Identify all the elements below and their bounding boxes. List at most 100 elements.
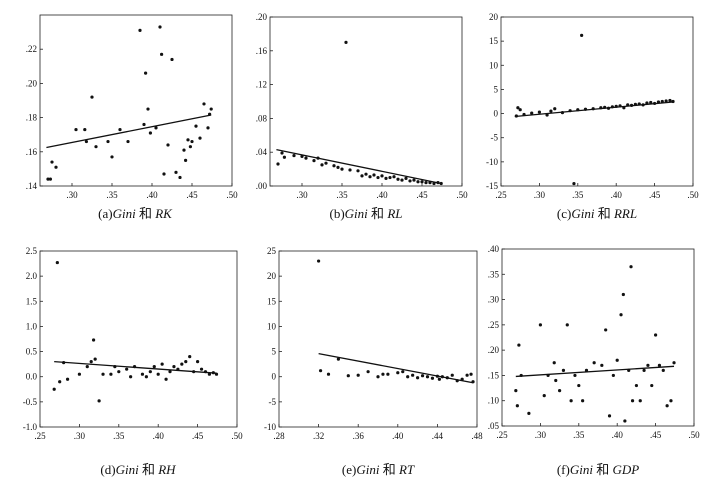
- data-point: [592, 361, 596, 365]
- panel-caption: (b)Gini 和 RL: [330, 206, 403, 221]
- data-point: [312, 159, 316, 163]
- data-point: [614, 104, 618, 108]
- plot-frame: [39, 14, 233, 187]
- x-tick-label: .35: [113, 431, 125, 441]
- fit-line: [515, 365, 675, 378]
- y-tick-label: .04: [256, 147, 268, 157]
- fit-line: [46, 114, 212, 149]
- y-tick-label: .40: [488, 244, 500, 254]
- chart-panel-e: .28 .32 .36 .40 .44 .48 -10 -5 0 5 10 15 20 25 (e)Gini…: [264, 246, 483, 477]
- y-tick-label: 0: [494, 109, 499, 119]
- data-point: [208, 112, 212, 116]
- data-point: [416, 376, 420, 380]
- y-tick-label: 25: [267, 246, 277, 256]
- data-point: [366, 370, 370, 374]
- y-tick-label: .18: [26, 113, 38, 123]
- fit-line: [318, 352, 474, 384]
- data-point: [569, 399, 573, 403]
- data-point: [154, 126, 158, 130]
- y-tick-label: .00: [256, 181, 268, 191]
- data-point: [52, 387, 56, 391]
- data-point: [583, 107, 588, 111]
- plot-frame: [269, 16, 463, 187]
- data-point: [214, 372, 219, 376]
- x-tick-label: .45: [649, 190, 661, 200]
- x-tick-label: .48: [471, 431, 483, 441]
- data-point: [164, 377, 168, 381]
- chart-panel-f: .25 .30 .35 .40 .45 .50 .05 .10 .15 .20 .25 .30 .35.…: [488, 244, 700, 477]
- data-point: [518, 108, 522, 112]
- data-point: [641, 103, 645, 107]
- data-point: [656, 100, 661, 104]
- y-tick-label: .15: [488, 370, 500, 380]
- data-point: [65, 377, 70, 381]
- data-point: [549, 109, 553, 113]
- data-point: [74, 127, 78, 132]
- data-point: [368, 175, 372, 179]
- data-point: [113, 365, 117, 369]
- y-tick-label: 1.0: [26, 321, 38, 331]
- y-tick-label: -10: [486, 157, 498, 167]
- data-point: [653, 101, 657, 106]
- data-point: [160, 52, 164, 56]
- data-point: [623, 419, 627, 423]
- data-point: [606, 106, 611, 110]
- data-point: [207, 372, 212, 376]
- x-tick-label: .36: [353, 431, 365, 441]
- data-point: [292, 153, 296, 158]
- data-point: [144, 71, 148, 75]
- data-point: [380, 174, 384, 178]
- data-point: [591, 107, 595, 111]
- data-point: [48, 177, 53, 181]
- data-point: [629, 103, 634, 107]
- data-point: [54, 165, 58, 169]
- x-tick-label: .30: [74, 431, 86, 441]
- y-tick-label: .22: [26, 44, 37, 54]
- data-point: [553, 107, 557, 111]
- y-tick-label: 5: [272, 347, 277, 357]
- data-point: [430, 376, 435, 380]
- data-point: [401, 370, 405, 374]
- x-tick-label: .35: [572, 190, 584, 200]
- data-point: [439, 181, 443, 186]
- x-tick-label: .35: [573, 430, 585, 440]
- data-point: [400, 178, 404, 182]
- data-point: [437, 377, 441, 381]
- data-point: [148, 370, 152, 374]
- data-point: [435, 374, 439, 378]
- data-point: [146, 107, 150, 111]
- y-tick-label: .16: [256, 46, 268, 56]
- data-point: [196, 360, 200, 364]
- panel-caption: (c)Gini 和 RRL: [557, 206, 637, 221]
- data-point: [469, 372, 473, 376]
- data-point: [304, 156, 308, 160]
- data-point: [603, 105, 607, 109]
- data-point: [554, 378, 558, 383]
- data-point: [326, 372, 331, 376]
- data-point: [93, 357, 97, 361]
- data-point: [396, 177, 400, 181]
- x-tick-label: .40: [392, 431, 404, 441]
- data-point: [320, 163, 324, 167]
- data-point: [376, 375, 380, 379]
- data-point: [174, 170, 178, 174]
- data-point: [615, 358, 619, 362]
- data-point: [572, 181, 576, 186]
- data-point: [420, 180, 424, 184]
- data-point: [604, 328, 608, 332]
- data-point: [84, 139, 88, 144]
- data-point: [552, 361, 556, 365]
- data-point: [129, 375, 133, 379]
- x-tick-label: .45: [416, 190, 428, 200]
- data-point: [172, 365, 176, 369]
- x-tick-label: .25: [495, 190, 507, 200]
- data-point: [186, 138, 190, 142]
- y-tick-label: 15: [267, 296, 277, 306]
- data-point: [627, 368, 631, 372]
- y-tick-label: -5: [491, 133, 499, 143]
- chart-panel-c: .25 .30 .35 .40 .45 .50 -15 -10 -5 0 5 10 15 20 (c)Gin…: [486, 12, 699, 221]
- data-point: [424, 181, 428, 185]
- data-point: [364, 172, 368, 176]
- data-point: [90, 95, 94, 99]
- data-point: [645, 101, 649, 105]
